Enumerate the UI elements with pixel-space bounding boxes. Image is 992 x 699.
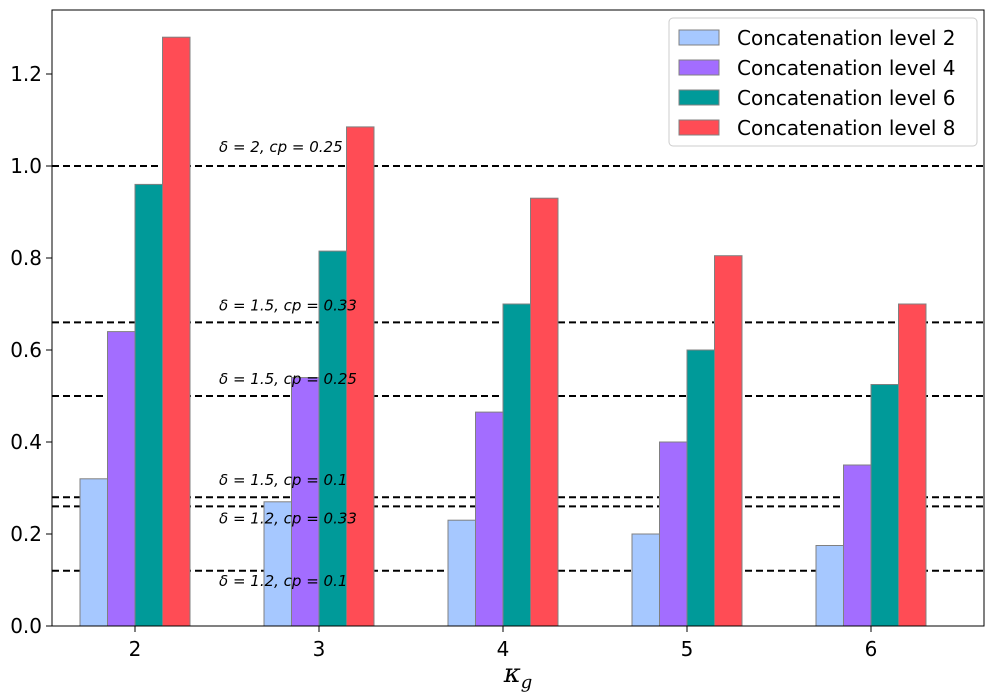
bar-2-series-2 (107, 331, 136, 627)
bar-6-series-4 (898, 303, 927, 627)
bar-3-series-2 (291, 377, 320, 627)
x-axis: 2 3 4 5 6 (129, 626, 878, 661)
y-tick-label: 0.8 (10, 246, 42, 270)
x-tick-label: 3 (313, 637, 326, 661)
bar-4-series-3 (502, 303, 531, 627)
legend-swatch-2 (678, 59, 720, 76)
x-axis-label-sub: g (521, 672, 533, 693)
legend-box (668, 17, 978, 147)
bar-2-series-4 (162, 36, 191, 627)
legend-label-1: Concatenation level 2 (737, 26, 956, 50)
reference-line-label-5: δ = 1.2, cp = 0.1 (219, 572, 347, 590)
legend-label-4: Concatenation level 8 (737, 116, 956, 140)
bar-6-series-3 (870, 384, 899, 627)
legend-swatch-4 (678, 119, 720, 136)
reference-line-label-2: δ = 1.5, cp = 0.25 (219, 370, 357, 388)
reference-line-label-1: δ = 1.5, cp = 0.33 (219, 296, 357, 314)
x-tick-label: 5 (681, 637, 694, 661)
bar-2-series-3 (134, 183, 163, 627)
x-axis-label-main: κ (503, 659, 521, 689)
legend-label-2: Concatenation level 4 (737, 56, 956, 80)
bars (79, 36, 927, 627)
legend-label-3: Concatenation level 6 (737, 86, 956, 110)
reference-line-label-0: δ = 2, cp = 0.25 (219, 138, 343, 156)
bar-4-series-2 (475, 411, 504, 627)
y-tick-label: 0.4 (10, 430, 42, 454)
x-tick-label: 6 (865, 637, 878, 661)
plot-frame (51, 9, 985, 627)
legend-swatch-3 (678, 89, 720, 106)
legend: Concatenation level 2 Concatenation level… (668, 17, 978, 147)
bar-6-series-2 (843, 464, 872, 627)
x-tick-label: 4 (497, 637, 510, 661)
y-tick-label: 0.0 (10, 614, 42, 638)
bar-3-series-4 (346, 126, 375, 627)
bar-5-series-2 (659, 441, 688, 627)
legend-swatch-1 (678, 29, 720, 46)
reference-line-label-4: δ = 1.2, cp = 0.33 (219, 509, 357, 527)
x-axis-label: κg (503, 659, 533, 693)
bar-4-series-1 (447, 519, 476, 627)
y-tick-label: 0.6 (10, 338, 42, 362)
bar-3-series-3 (318, 250, 347, 627)
reference-labels: δ = 2, cp = 0.25 δ = 1.5, cp = 0.33 δ = 1.… (219, 138, 357, 590)
bar-5-series-3 (686, 349, 715, 627)
bar-4-series-4 (530, 197, 559, 627)
x-tick-label: 2 (129, 637, 142, 661)
reference-line-label-3: δ = 1.5, cp = 0.1 (219, 471, 347, 489)
y-axis: 0.0 0.2 0.4 0.6 0.8 1.0 1.2 (10, 62, 52, 638)
y-tick-label: 1.0 (10, 154, 42, 178)
bar-5-series-4 (714, 255, 743, 627)
bar-5-series-1 (631, 533, 660, 627)
bar-2-series-1 (79, 478, 108, 627)
bar-6-series-1 (815, 545, 844, 627)
y-tick-label: 1.2 (10, 62, 42, 86)
y-tick-label: 0.2 (10, 522, 42, 546)
